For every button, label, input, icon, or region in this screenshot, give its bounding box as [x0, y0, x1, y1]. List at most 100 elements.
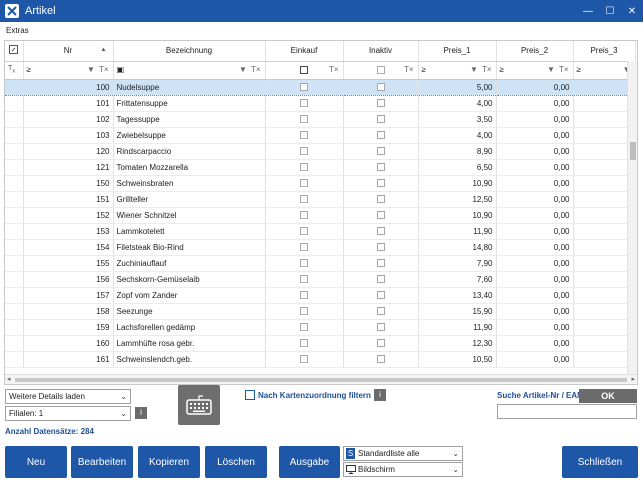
cell-einkauf[interactable]: [265, 335, 344, 352]
cell-einkauf[interactable]: [265, 175, 344, 192]
table-row[interactable]: 121 Tomaten Mozzarella 6,50 0,00: [5, 159, 636, 176]
cell-bezeichnung[interactable]: Wiener Schnitzel: [113, 207, 266, 224]
cell-inaktiv[interactable]: [343, 271, 419, 288]
row-checkbox[interactable]: [300, 291, 308, 300]
cell-bezeichnung[interactable]: Seezunge: [113, 303, 266, 320]
cell-inaktiv[interactable]: [343, 223, 419, 240]
filter-einkauf[interactable]: T×: [265, 61, 344, 80]
row-checkbox[interactable]: [376, 131, 385, 140]
row-checkbox[interactable]: [300, 275, 308, 284]
cell-einkauf[interactable]: [265, 95, 344, 112]
menu-extras[interactable]: Extras: [6, 26, 29, 35]
filter-inaktiv[interactable]: T×: [343, 61, 419, 80]
row-checkbox[interactable]: [376, 211, 385, 220]
row-checkbox[interactable]: [376, 339, 385, 348]
row-selector[interactable]: [5, 255, 24, 272]
minimize-icon[interactable]: —: [583, 5, 593, 17]
details-select[interactable]: Weitere Details laden ⌄: [5, 389, 131, 404]
cell-nr[interactable]: 151: [23, 191, 114, 208]
row-checkbox[interactable]: [376, 307, 385, 316]
filter-checkbox[interactable]: [376, 66, 385, 75]
table-row[interactable]: 150 Schweinsbraten 10,90 0,00: [5, 175, 636, 192]
cell-preis3[interactable]: [573, 255, 636, 272]
row-selector[interactable]: [5, 78, 24, 96]
filter-operator[interactable]: ≥: [421, 64, 426, 74]
output-button[interactable]: Ausgabe: [279, 446, 340, 478]
row-checkbox[interactable]: [376, 355, 385, 364]
cell-preis2[interactable]: 0,00: [496, 78, 574, 96]
row-checkbox[interactable]: [300, 163, 308, 172]
row-checkbox[interactable]: [300, 339, 308, 348]
cell-preis3[interactable]: [573, 287, 636, 304]
cell-einkauf[interactable]: [265, 239, 344, 256]
clear-filter-icon[interactable]: T×: [481, 64, 492, 74]
cell-preis3[interactable]: [573, 95, 636, 112]
scrollbar-thumb[interactable]: [630, 142, 636, 160]
cell-preis3[interactable]: [573, 175, 636, 192]
cell-preis2[interactable]: 0,00: [496, 143, 574, 160]
row-selector[interactable]: [5, 127, 24, 144]
table-row[interactable]: 120 Rindscarpaccio 8,90 0,00: [5, 143, 636, 160]
cell-preis2[interactable]: 0,00: [496, 223, 574, 240]
cell-preis2[interactable]: 0,00: [496, 159, 574, 176]
cell-inaktiv[interactable]: [343, 335, 419, 352]
table-row[interactable]: 157 Zopf vom Zander 13,40 0,00: [5, 287, 636, 304]
row-checkbox[interactable]: [300, 179, 308, 188]
cell-inaktiv[interactable]: [343, 239, 419, 256]
cell-einkauf[interactable]: [265, 303, 344, 320]
col-header-preis2[interactable]: Preis_2: [496, 41, 574, 62]
row-selector[interactable]: [5, 239, 24, 256]
cell-preis2[interactable]: 0,00: [496, 271, 574, 288]
cell-bezeichnung[interactable]: Zopf vom Zander: [113, 287, 266, 304]
table-row[interactable]: 100 Nudelsuppe 5,00 0,00: [5, 78, 636, 96]
cell-preis1[interactable]: 7,90: [418, 255, 497, 272]
cell-preis1[interactable]: 5,00: [418, 78, 497, 96]
row-selector[interactable]: [5, 303, 24, 320]
cell-einkauf[interactable]: [265, 223, 344, 240]
row-checkbox[interactable]: [300, 131, 308, 140]
cell-nr[interactable]: 121: [23, 159, 114, 176]
col-header-inaktiv[interactable]: Inaktiv: [343, 41, 419, 62]
row-checkbox[interactable]: [300, 211, 308, 220]
maximize-icon[interactable]: ☐: [605, 5, 615, 17]
filter-nr[interactable]: ≥ ▼ T×: [23, 61, 114, 80]
cell-nr[interactable]: 102: [23, 111, 114, 128]
row-checkbox[interactable]: [300, 323, 308, 332]
cell-nr[interactable]: 152: [23, 207, 114, 224]
cell-bezeichnung[interactable]: Filetsteak Bio-Rind: [113, 239, 266, 256]
close-button[interactable]: Schließen: [562, 446, 638, 478]
table-row[interactable]: 153 Lammkotelett 11,90 0,00: [5, 223, 636, 240]
row-checkbox[interactable]: [376, 323, 385, 332]
cell-bezeichnung[interactable]: Lammhüfte rosa gebr.: [113, 335, 266, 352]
row-checkbox[interactable]: [300, 227, 308, 236]
cell-inaktiv[interactable]: [343, 319, 419, 336]
filter-icon[interactable]: ▼: [87, 64, 95, 74]
row-checkbox[interactable]: [376, 227, 385, 236]
row-checkbox[interactable]: [300, 307, 308, 316]
cell-inaktiv[interactable]: [343, 127, 419, 144]
cell-inaktiv[interactable]: [343, 207, 419, 224]
cell-preis3[interactable]: [573, 351, 636, 368]
row-selector[interactable]: [5, 319, 24, 336]
cell-inaktiv[interactable]: [343, 175, 419, 192]
cell-preis2[interactable]: 0,00: [496, 207, 574, 224]
row-selector[interactable]: [5, 95, 24, 112]
search-input[interactable]: [497, 404, 637, 419]
cell-inaktiv[interactable]: [343, 191, 419, 208]
cell-einkauf[interactable]: [265, 287, 344, 304]
cell-nr[interactable]: 153: [23, 223, 114, 240]
cell-preis2[interactable]: 0,00: [496, 95, 574, 112]
delete-button[interactable]: Löschen: [205, 446, 267, 478]
cell-nr[interactable]: 160: [23, 335, 114, 352]
table-row[interactable]: 160 Lammhüfte rosa gebr. 12,30 0,00: [5, 335, 636, 352]
cell-preis2[interactable]: 0,00: [496, 127, 574, 144]
cell-preis1[interactable]: 7,60: [418, 271, 497, 288]
cell-nr[interactable]: 161: [23, 351, 114, 368]
row-selector[interactable]: [5, 223, 24, 240]
col-header-bezeichnung[interactable]: Bezeichnung: [113, 41, 266, 62]
row-checkbox[interactable]: [376, 275, 385, 284]
clear-filter-icon[interactable]: T×: [558, 64, 569, 74]
cell-inaktiv[interactable]: [343, 351, 419, 368]
cell-inaktiv[interactable]: [343, 287, 419, 304]
cell-bezeichnung[interactable]: Tagessuppe: [113, 111, 266, 128]
